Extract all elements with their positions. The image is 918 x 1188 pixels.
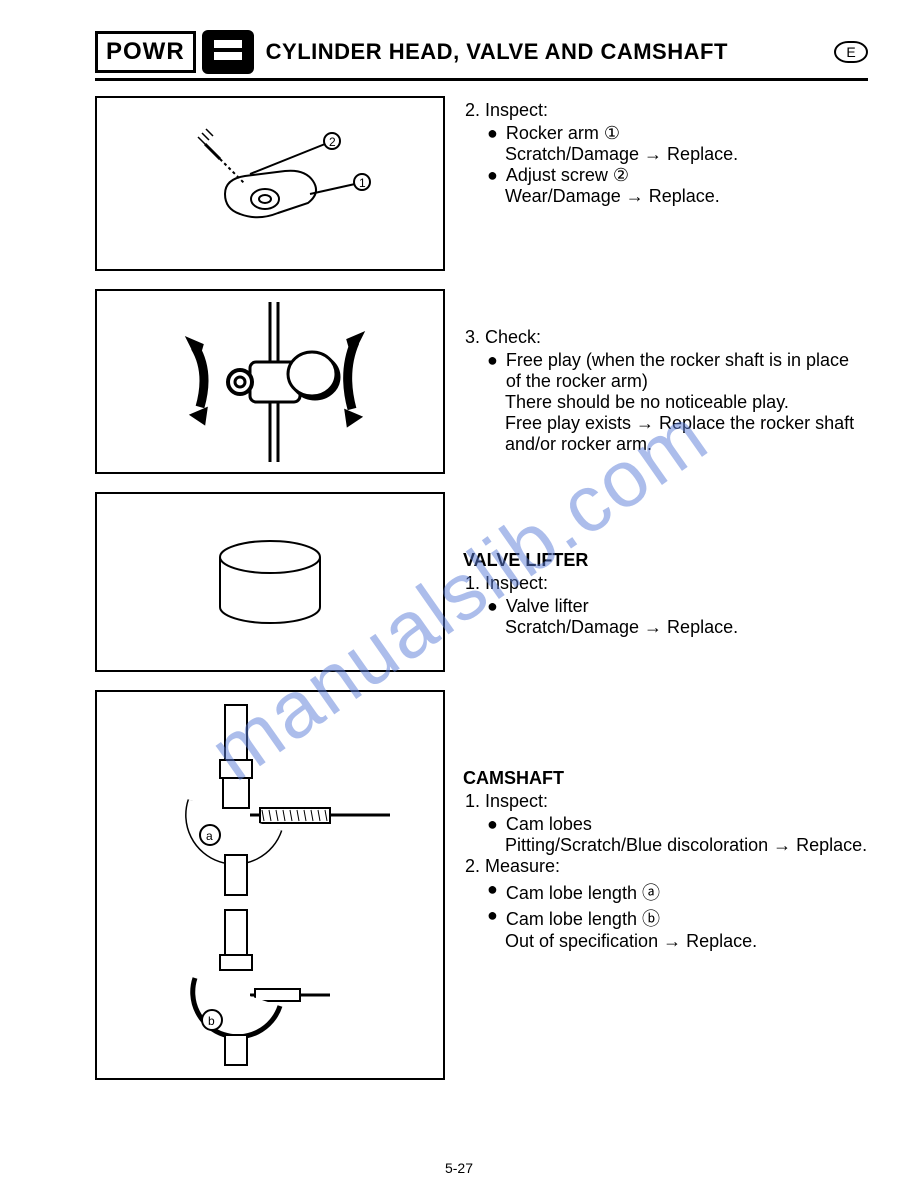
- bullet-text: Free play (when the rocker shaft is in p…: [506, 350, 868, 392]
- bullet-icon: ●: [487, 350, 498, 392]
- step-label: 3. Check:: [465, 327, 868, 348]
- svg-text:a: a: [206, 829, 213, 843]
- content-columns: 1 2: [95, 96, 868, 1080]
- section-code: POWR: [95, 31, 196, 73]
- step-label: 1. Inspect:: [465, 573, 868, 594]
- bullet-text: Cam lobe length ⓑ: [506, 905, 660, 931]
- section-heading: VALVE LIFTER: [463, 550, 868, 571]
- sub-text: Wear/Damage → Replace.: [505, 186, 868, 207]
- bullet-text: Cam lobes: [506, 814, 592, 835]
- bullet-item: ● Cam lobe length ⓑ: [487, 905, 868, 931]
- page-title: CYLINDER HEAD, VALVE AND CAMSHAFT: [266, 39, 834, 65]
- figures-column: 1 2: [95, 96, 445, 1080]
- page-number: 5-27: [445, 1160, 473, 1176]
- bullet-icon: ●: [487, 596, 498, 617]
- figure-free-play: [95, 289, 445, 474]
- sub-text: Pitting/Scratch/Blue discoloration → Rep…: [505, 835, 868, 856]
- bullet-text: Valve lifter: [506, 596, 589, 617]
- step-3-check: 3. Check: ●Free play (when the rocker sh…: [463, 327, 868, 455]
- bullet-icon: ●: [487, 905, 498, 931]
- engine-icon: [202, 30, 254, 74]
- section-valve-lifter: VALVE LIFTER 1. Inspect: ● Valve lifter S…: [463, 550, 868, 638]
- bullet-icon: ●: [487, 814, 498, 835]
- bullet-icon: ●: [487, 879, 498, 905]
- sub-text: Scratch/Damage → Replace.: [505, 144, 868, 165]
- bullet-item: ●Free play (when the rocker shaft is in …: [487, 350, 868, 392]
- bullet-text: Rocker arm ①: [506, 123, 620, 144]
- instructions-column: 2. Inspect: ● Rocker arm ① Scratch/Damage…: [463, 96, 868, 1080]
- figure-rocker-arm: 1 2: [95, 96, 445, 271]
- language-badge: E: [834, 41, 868, 63]
- figure-camshaft-measure: a b: [95, 690, 445, 1080]
- figure-valve-lifter: [95, 492, 445, 672]
- page-header: POWR CYLINDER HEAD, VALVE AND CAMSHAFT E: [95, 30, 868, 81]
- section-heading: CAMSHAFT: [463, 768, 868, 789]
- bullet-text: Adjust screw ②: [506, 165, 629, 186]
- bullet-item: ● Valve lifter: [487, 596, 868, 617]
- svg-text:1: 1: [359, 176, 366, 190]
- step-label: 2. Inspect:: [465, 100, 868, 121]
- bullet-item: ● Cam lobe length ⓐ: [487, 879, 868, 905]
- sub-text: There should be no noticeable play.: [505, 392, 868, 413]
- step-label: 1. Inspect:: [465, 791, 868, 812]
- svg-text:2: 2: [329, 135, 336, 149]
- bullet-icon: ●: [487, 165, 498, 186]
- bullet-icon: ●: [487, 123, 498, 144]
- bullet-item: ● Adjust screw ②: [487, 165, 868, 186]
- sub-text: Out of specification → Replace.: [505, 931, 868, 952]
- step-label: 2. Measure:: [465, 856, 868, 877]
- sub-text: Free play exists → Replace the rocker sh…: [505, 413, 868, 455]
- bullet-item: ● Rocker arm ①: [487, 123, 868, 144]
- bullet-item: ● Cam lobes: [487, 814, 868, 835]
- sub-text: Scratch/Damage → Replace.: [505, 617, 868, 638]
- bullet-text: Cam lobe length ⓐ: [506, 879, 660, 905]
- section-camshaft: CAMSHAFT 1. Inspect: ● Cam lobes Pitting/…: [463, 768, 868, 952]
- svg-text:b: b: [208, 1014, 215, 1028]
- step-2-inspect: 2. Inspect: ● Rocker arm ① Scratch/Damage…: [463, 100, 868, 207]
